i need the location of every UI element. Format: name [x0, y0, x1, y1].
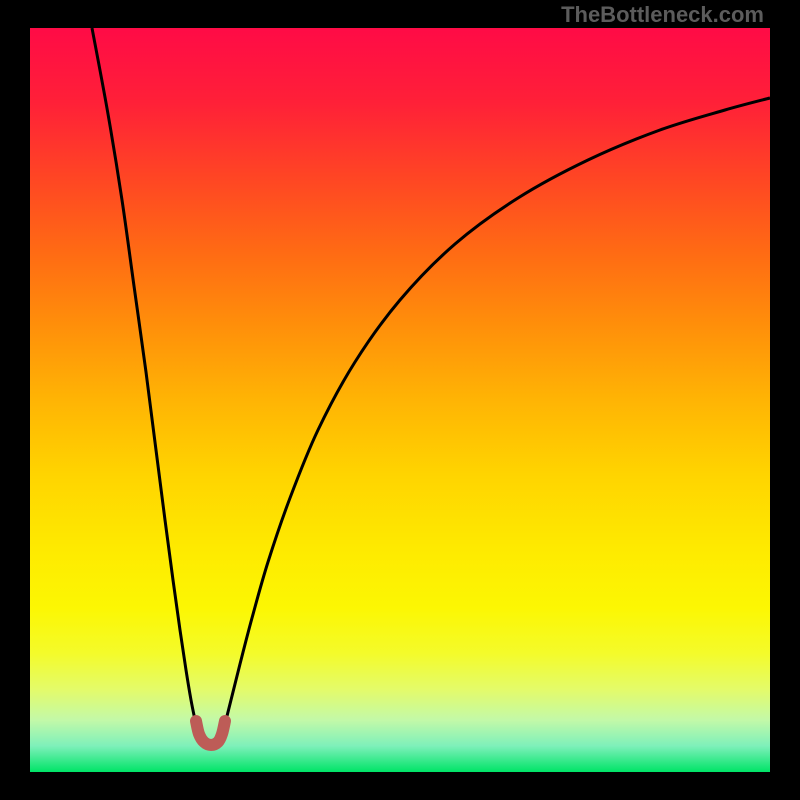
border-bottom: [0, 772, 800, 800]
border-right: [770, 0, 800, 800]
plot-gradient-background: [30, 28, 770, 772]
chart-container: TheBottleneck.com: [0, 0, 800, 800]
watermark-text: TheBottleneck.com: [561, 2, 764, 28]
border-left: [0, 0, 30, 800]
